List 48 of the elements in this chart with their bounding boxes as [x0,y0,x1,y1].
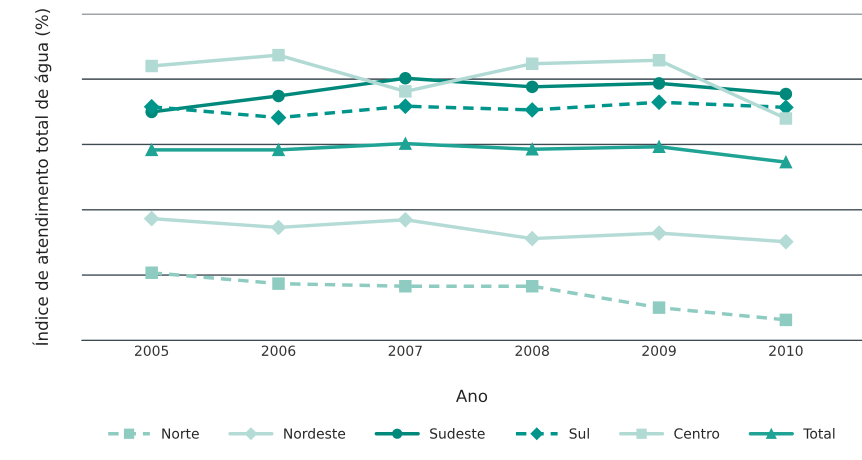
point [526,280,538,292]
point [780,314,792,326]
point [651,226,667,241]
legend-label: Nordeste [284,428,346,439]
x-axis-title: Ano [456,390,488,402]
x-tick-label: 2006 [262,346,296,356]
point [145,266,158,280]
point [524,102,540,118]
point [272,144,285,156]
legend-label: Centro [674,428,720,439]
point [144,99,160,114]
point [524,231,540,246]
point [651,94,667,110]
point [399,137,412,150]
x-tick-label: 2010 [769,346,803,356]
point [778,234,794,250]
point [270,110,286,126]
point [272,90,285,102]
point [780,156,792,168]
point [652,54,666,67]
point [272,48,285,62]
point [780,88,792,100]
point [272,277,285,290]
point [144,211,160,226]
y-axis-title: Índice de atendimento total de água (%) [32,9,52,346]
legend-label: Sudeste [430,428,485,439]
x-tick-label: 2009 [642,346,676,356]
point [526,57,538,70]
point [145,60,158,72]
legend-label: Sul [570,428,589,439]
point [652,140,666,153]
point [399,280,412,292]
point [145,144,158,156]
point [270,220,286,236]
legend-label: Total [803,428,834,439]
point [398,98,413,114]
point [652,77,666,90]
legend-label: Norte [162,428,199,439]
point [780,112,792,125]
point [398,212,413,228]
point [526,143,538,156]
point [526,80,538,94]
x-tick-label: 2007 [388,346,422,356]
point [399,72,412,85]
point [652,301,666,314]
x-tick-label: 2008 [516,346,549,356]
point [399,85,412,98]
x-tick-label: 2005 [135,346,168,356]
